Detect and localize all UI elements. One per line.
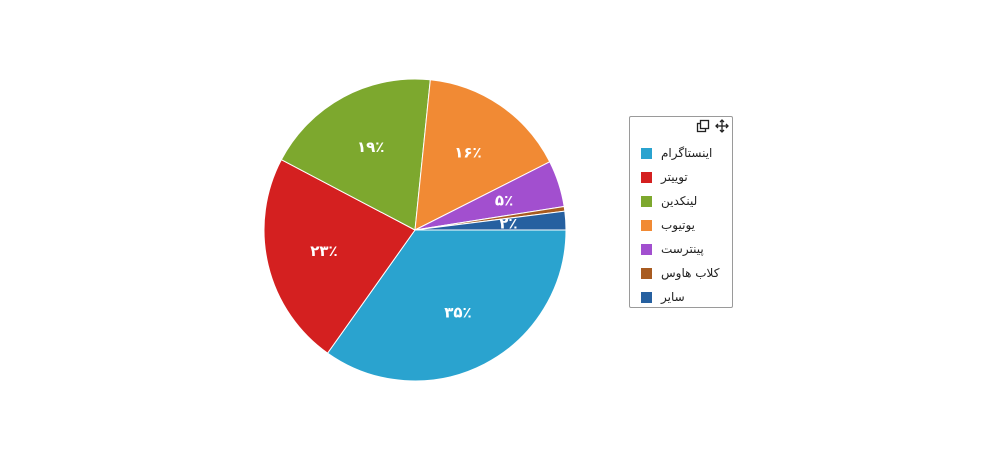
legend-swatch [641,219,652,231]
move-icon[interactable] [715,119,729,133]
pie-slice-7[interactable] [414,210,567,231]
legend-item[interactable]: پینترست [630,237,732,261]
legend-label: اینستاگرام [661,146,713,160]
legend-swatch [641,267,652,279]
legend-label: یوتیوب [661,218,695,232]
legend-swatch [641,243,652,255]
legend-item[interactable]: سایر [630,285,732,309]
slice-label-4: ۱۶٪ [454,143,481,161]
legend-item[interactable]: کلاب هاوس [630,261,732,285]
legend-label: توییتر [661,170,688,184]
slice-label-3: ۱۹٪ [357,138,384,156]
legend-label: کلاب هاوس [661,266,720,280]
slice-label-5: ۵٪ [495,192,513,210]
legend-item[interactable]: لینکدین [630,189,732,213]
pie-slice-labels: ۳۵٪ ۲۳٪ ۱۹٪ ۱۶٪ ۵٪ ۲٪ [310,138,517,322]
slice-label-7: ۲٪ [499,215,517,233]
slice-label-1: ۳۵٪ [444,304,471,322]
legend-tools [696,119,729,133]
pie-slice-4[interactable] [414,79,551,231]
pie-slice-2[interactable] [263,158,416,354]
legend-item[interactable]: توییتر [630,165,732,189]
legend-item[interactable]: اینستاگرام [630,141,732,165]
copy-icon[interactable] [696,119,710,133]
legend-items: اینستاگرام توییتر لینکدین یوتیوب پینترست کلاب… [630,141,732,309]
legend-label: لینکدین [661,194,698,208]
pie-slice-3[interactable] [280,78,431,231]
slice-label-2: ۲۳٪ [310,242,337,260]
legend-label: سایر [661,290,685,304]
pie-slice-1[interactable] [326,229,567,382]
legend-swatch [641,171,652,183]
legend-swatch [641,195,652,207]
legend-label: پینترست [661,242,704,256]
legend-swatch [641,147,652,159]
legend: اینستاگرام توییتر لینکدین یوتیوب پینترست کلاب… [629,116,733,308]
legend-swatch [641,291,652,303]
pie-slices [263,78,567,382]
legend-item[interactable]: یوتیوب [630,213,732,237]
